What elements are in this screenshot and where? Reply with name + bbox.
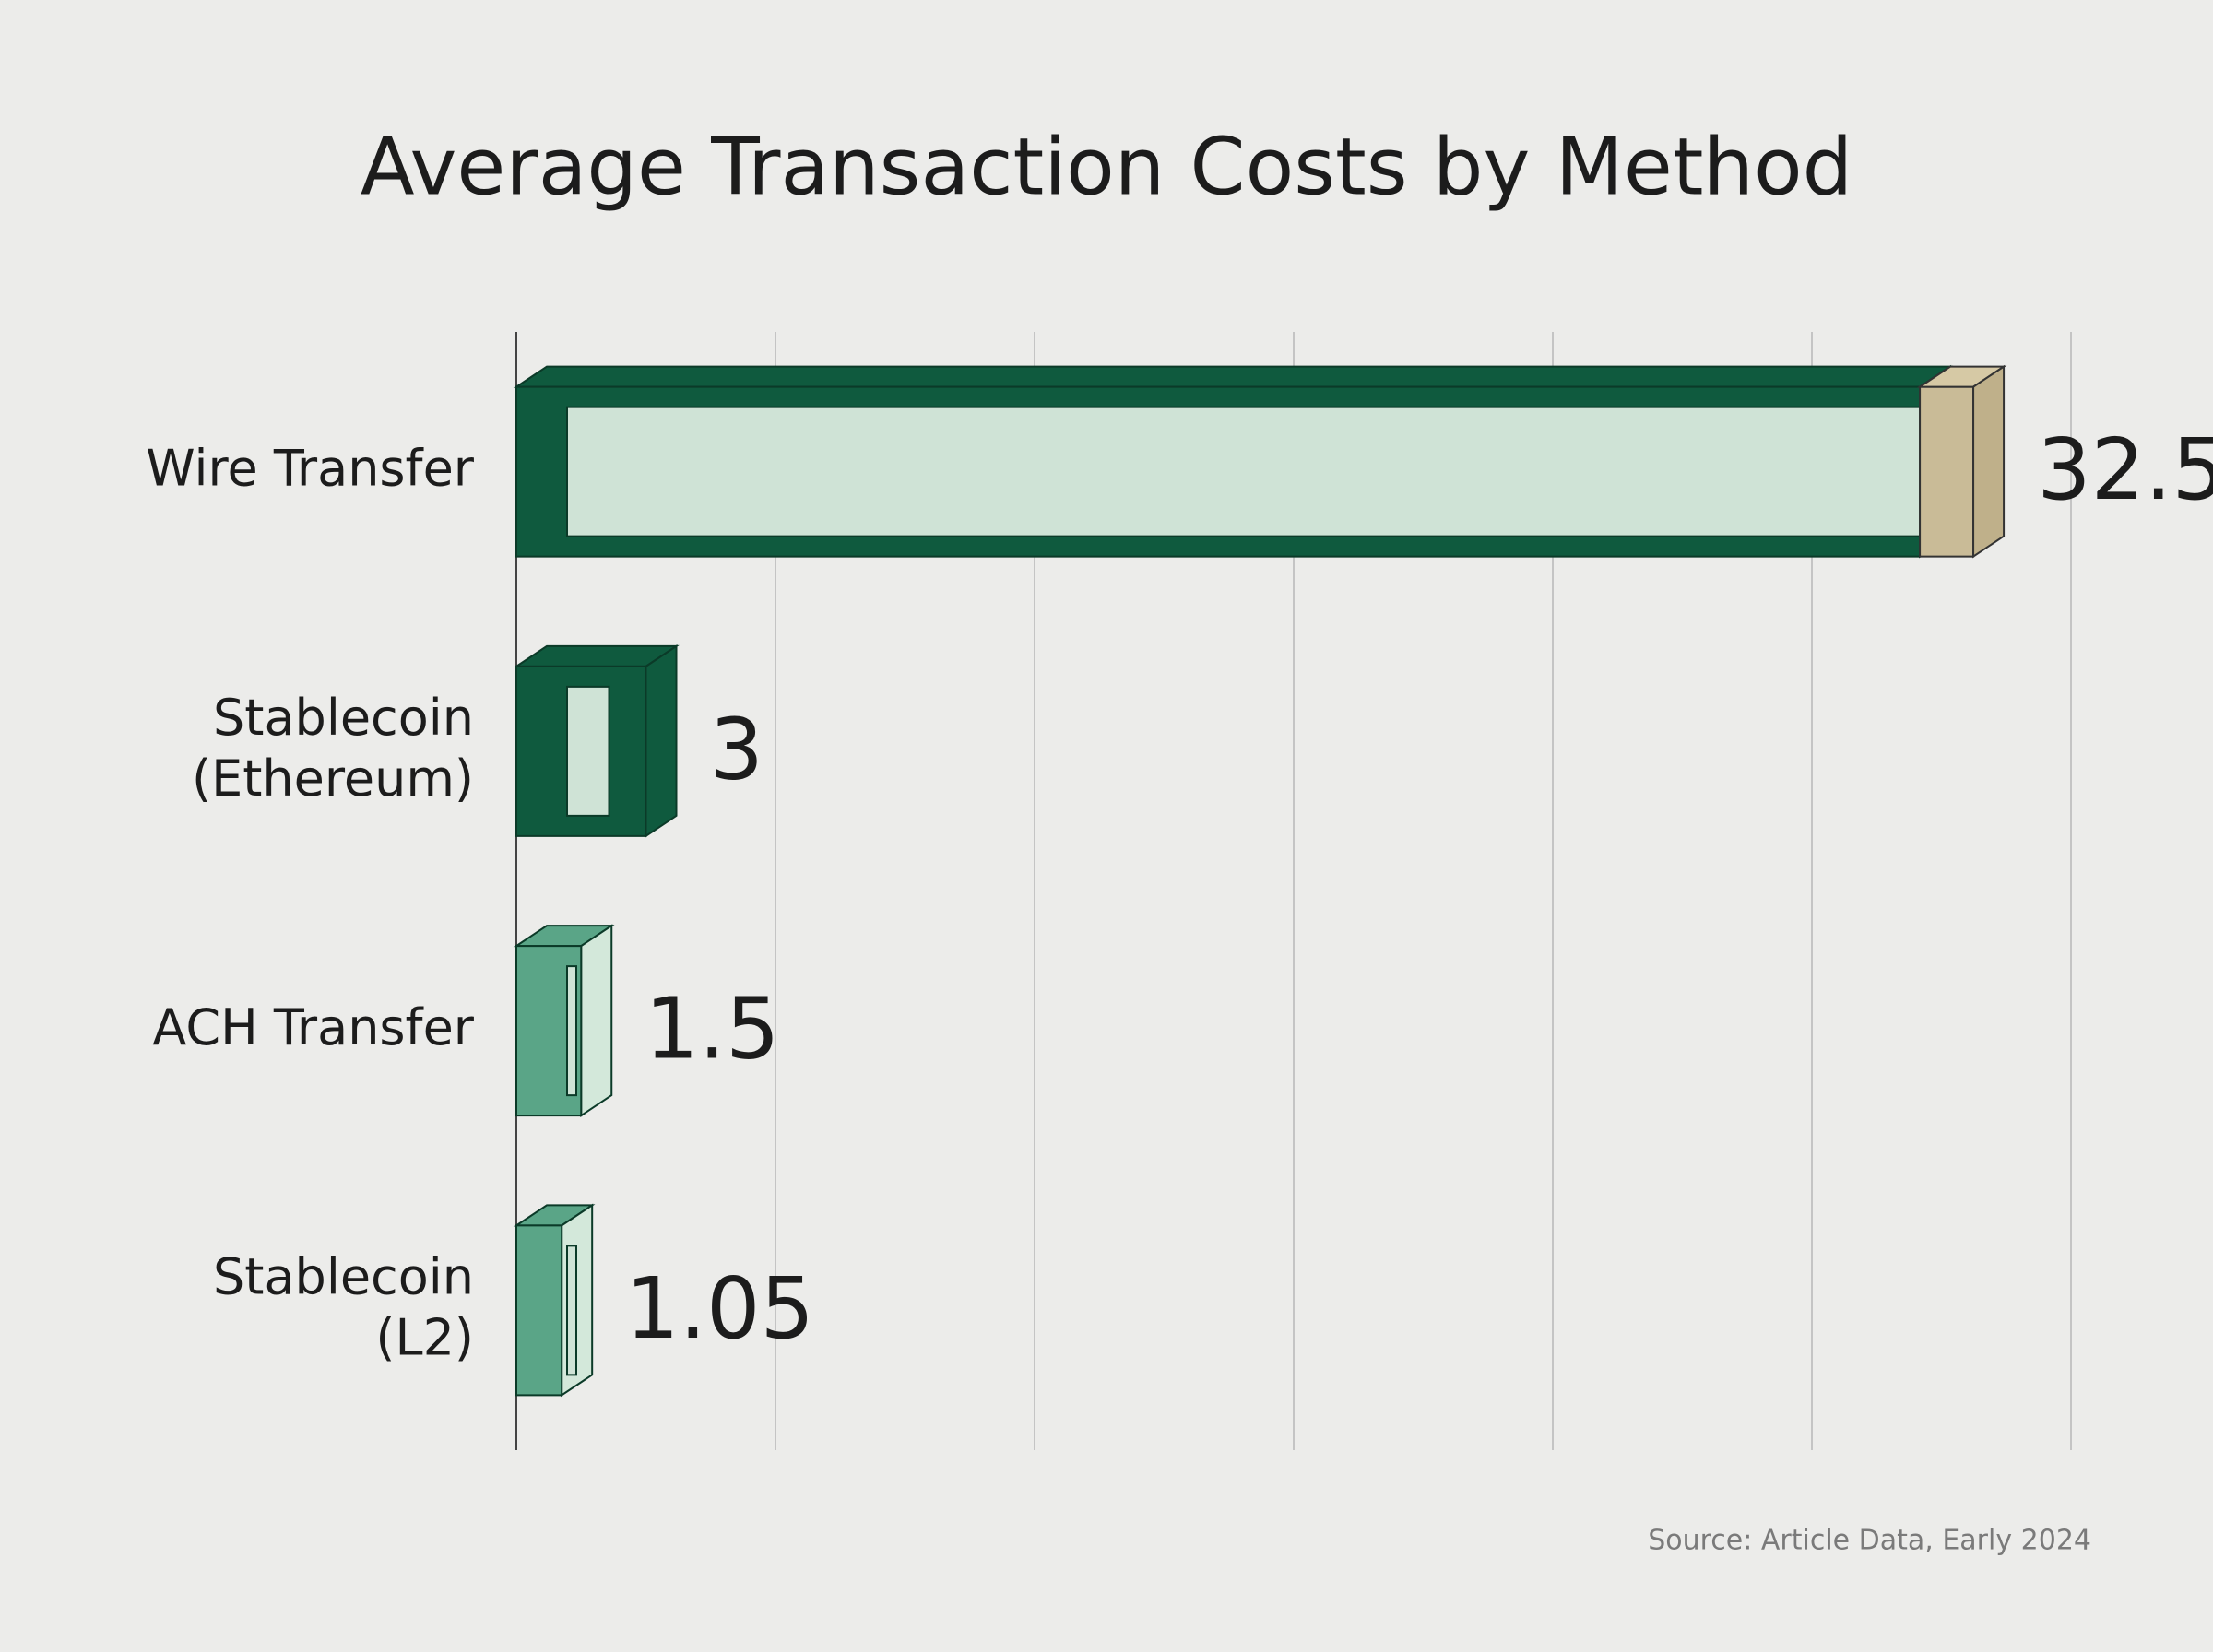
- bar-side: [645, 644, 678, 838]
- value-label: 3: [710, 700, 764, 798]
- source-note: Source: Article Data, Early 2024: [1648, 1525, 2091, 1557]
- y-tick-label: Stablecoin (Ethereum): [192, 689, 474, 808]
- y-tick-label-line: Stablecoin: [213, 1247, 474, 1305]
- y-tick-label-line: (Ethereum): [192, 749, 474, 808]
- value-label: 1.5: [645, 980, 779, 1079]
- bar-inner: [566, 685, 610, 817]
- y-tick-label-line: Stablecoin: [213, 689, 474, 747]
- bar-top: [513, 365, 1954, 388]
- bar-cap-side: [1972, 364, 2006, 559]
- bar-cap: [1919, 385, 1975, 558]
- y-tick-label: Stablecoin (L2): [213, 1247, 474, 1366]
- chart-title: Average Transaction Costs by Method: [361, 121, 1853, 213]
- bar-inner: [566, 965, 577, 1097]
- value-label: 1.05: [625, 1259, 814, 1358]
- y-tick-label: ACH Transfer: [152, 998, 474, 1056]
- bar-inner: [566, 406, 1922, 537]
- y-tick-label: Wire Transfer: [146, 439, 475, 497]
- y-tick-label-line: (L2): [375, 1308, 474, 1366]
- value-label: 32.5: [2037, 420, 2213, 519]
- bar-side: [580, 924, 613, 1117]
- bar: [515, 1224, 563, 1397]
- bar-inner: [566, 1245, 577, 1376]
